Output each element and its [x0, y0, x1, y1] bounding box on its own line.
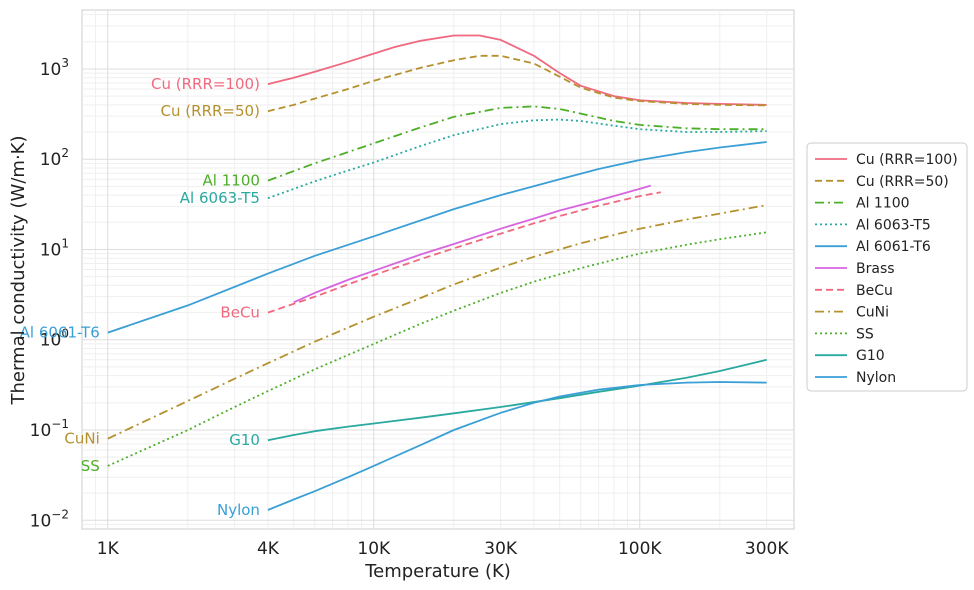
legend-entry: G10 [856, 348, 885, 364]
x-axis-ticks: 1K 4K 10K 30K 100K 300K [97, 539, 790, 559]
y-axis-ticks: 10−2 10−1 100 101 102 103 [30, 56, 69, 531]
series-line [267, 34, 767, 106]
x-tick-label: 30K [484, 539, 518, 559]
legend-entry: BeCu [856, 283, 893, 299]
x-tick-label: 100K [618, 539, 662, 559]
minor-grid [82, 10, 794, 529]
legend-entry: Al 6063-T5 [856, 217, 931, 233]
y-tick-label: 102 [40, 146, 69, 170]
legend-entry: SS [856, 326, 874, 342]
y-tick-label: 101 [40, 236, 69, 260]
legend-entry: CuNi [856, 305, 889, 321]
series-lines [107, 34, 767, 511]
legend-entry: Nylon [856, 370, 896, 386]
series-label: Cu (RRR=50) [161, 102, 260, 120]
legend: Cu (RRR=100) Cu (RRR=50) Al 1100 Al 6063-T5… [806, 142, 968, 392]
series-label: Al 6063-T5 [180, 189, 260, 207]
legend-entry: Al 6061-T6 [856, 239, 931, 255]
series-label: Al 6061-T6 [20, 324, 100, 342]
legend-entry: Cu (RRR=50) [856, 174, 949, 190]
series-line [267, 191, 661, 314]
y-tick-label: 10−2 [30, 507, 69, 531]
series-line [107, 204, 767, 440]
series-label: Al 1100 [203, 172, 260, 190]
legend-entry: Al 1100 [856, 196, 910, 212]
series-line [107, 141, 767, 334]
series-label: Nylon [217, 501, 260, 519]
series-label: Cu (RRR=100) [151, 75, 260, 93]
y-axis-label: Thermal conductivity (W/m·K) [8, 135, 29, 405]
y-tick-label: 103 [40, 56, 69, 80]
series-line [293, 184, 652, 304]
y-tick-label: 100 [40, 327, 69, 351]
y-tick-label: 10−1 [30, 417, 69, 441]
legend-entry: Cu (RRR=100) [856, 152, 958, 168]
x-tick-label: 10K [357, 539, 391, 559]
x-tick-label: 1K [97, 539, 120, 559]
x-tick-label: 4K [257, 539, 280, 559]
series-label: CuNi [64, 430, 99, 448]
series-line [267, 358, 767, 442]
series-label: G10 [229, 431, 260, 449]
series-line [267, 54, 767, 113]
series-line [267, 381, 767, 511]
x-axis-label: Temperature (K) [364, 561, 511, 582]
series-line [267, 118, 767, 200]
legend-box [806, 142, 968, 392]
series-label: SS [81, 457, 100, 475]
x-tick-label: 300K [745, 539, 789, 559]
series-label: BeCu [220, 304, 260, 322]
legend-entry: Brass [856, 261, 895, 277]
